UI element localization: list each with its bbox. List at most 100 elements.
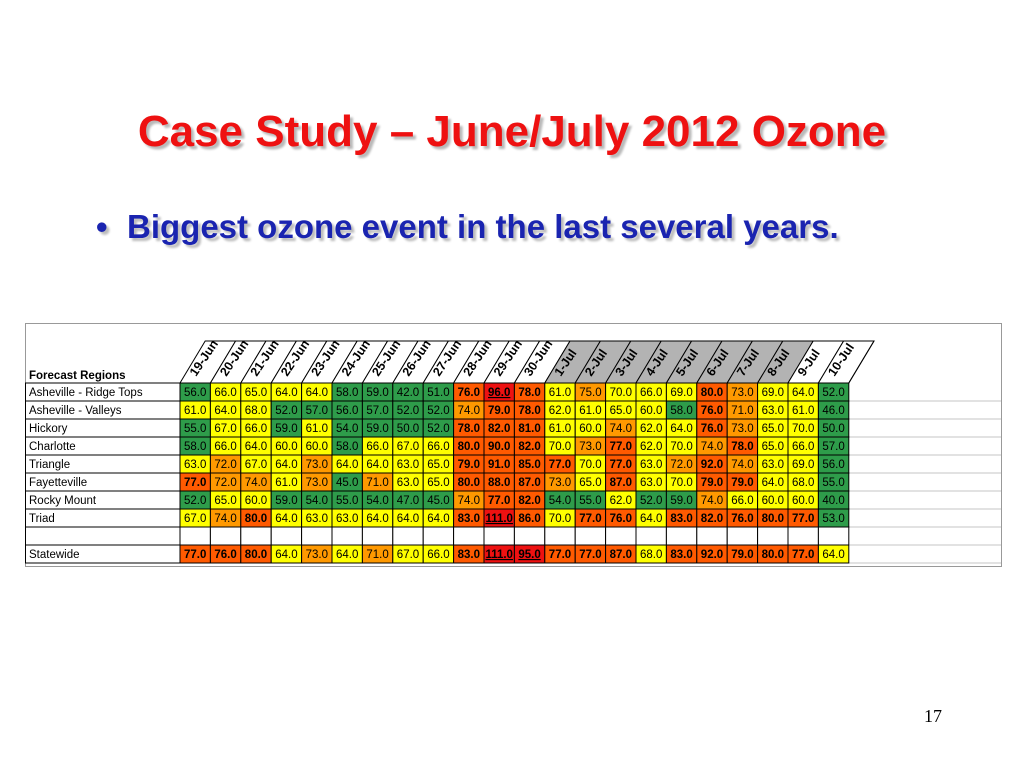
value-label: 45.0 [336, 477, 358, 489]
value-label: 77.0 [579, 549, 601, 561]
value-label: 63.0 [306, 513, 328, 525]
value-label: 64.0 [366, 459, 388, 471]
value-label: 77.0 [184, 477, 206, 489]
region-name: Fayetteville [29, 477, 87, 489]
value-label: 79.0 [488, 405, 510, 417]
region-name: Hickory [29, 423, 68, 435]
value-label: 59.0 [275, 495, 297, 507]
value-label: 80.0 [762, 513, 784, 525]
value-label: 70.0 [579, 459, 601, 471]
value-label: 54.0 [336, 423, 358, 435]
blank-value-cell [209, 526, 242, 546]
value-label: 67.0 [214, 423, 236, 435]
blank-value-cell [544, 526, 576, 546]
value-label: 67.0 [397, 441, 419, 453]
value-label: 69.0 [670, 387, 692, 399]
blank-value-cell [757, 526, 789, 546]
value-label: 46.0 [822, 405, 844, 417]
value-label: 73.0 [549, 477, 571, 489]
region-name: Statewide [29, 549, 80, 561]
value-label: 62.0 [549, 405, 571, 417]
value-label: 92.0 [701, 459, 723, 471]
value-label: 64.0 [822, 549, 844, 561]
blank-value-cell [513, 526, 546, 546]
value-label: 56.0 [336, 405, 358, 417]
value-label: 69.0 [792, 459, 814, 471]
blank-value-cell [392, 526, 424, 546]
value-label: 63.0 [762, 459, 784, 471]
blank-value-cell [817, 526, 850, 546]
value-label: 70.0 [792, 423, 814, 435]
value-label: 83.0 [670, 549, 692, 561]
value-label: 61.0 [792, 405, 814, 417]
value-label: 65.0 [427, 459, 449, 471]
blank-region-cell [25, 526, 181, 546]
value-label: 78.0 [731, 441, 753, 453]
value-label: 63.0 [640, 477, 662, 489]
value-label: 55.0 [336, 495, 358, 507]
blank-value-cell [301, 526, 333, 546]
value-label: 76.0 [610, 513, 632, 525]
region-name: Asheville - Valleys [29, 405, 122, 417]
value-label: 66.0 [366, 441, 388, 453]
blank-value-cell [453, 526, 485, 546]
value-label: 62.0 [610, 495, 632, 507]
value-label: 66.0 [214, 441, 236, 453]
value-label: 70.0 [610, 387, 632, 399]
value-label: 78.0 [518, 387, 540, 399]
value-label: 61.0 [549, 387, 571, 399]
value-label: 64.0 [670, 423, 692, 435]
value-label: 64.0 [275, 459, 297, 471]
value-label: 77.0 [579, 513, 601, 525]
value-label: 52.0 [427, 423, 449, 435]
value-label: 64.0 [427, 513, 449, 525]
blank-value-cell [331, 526, 363, 546]
value-label: 70.0 [670, 441, 692, 453]
value-label: 77.0 [549, 459, 571, 471]
value-label: 69.0 [762, 387, 784, 399]
value-label: 56.0 [184, 387, 206, 399]
value-label: 73.0 [731, 387, 753, 399]
value-label: 74.0 [214, 513, 236, 525]
slide-title: Case Study – June/July 2012 Ozone [137, 107, 887, 156]
value-label: 63.0 [397, 459, 419, 471]
value-label: 64.0 [640, 513, 662, 525]
value-label: 73.0 [306, 549, 328, 561]
value-label: 77.0 [549, 549, 571, 561]
value-label: 50.0 [397, 423, 419, 435]
value-label: 76.0 [701, 405, 723, 417]
value-label: 74.0 [701, 441, 723, 453]
region-name: Charlotte [29, 441, 76, 453]
value-label: 68.0 [245, 405, 267, 417]
value-label: 64.0 [214, 405, 236, 417]
bullet-text: Biggest ozone event in the last several … [127, 208, 839, 245]
value-label: 80.0 [245, 549, 267, 561]
value-label: 79.0 [731, 549, 753, 561]
value-label: 77.0 [184, 549, 206, 561]
value-label: 96.0 [488, 387, 510, 399]
value-label: 70.0 [549, 441, 571, 453]
value-label: 73.0 [731, 423, 753, 435]
value-label: 83.0 [458, 513, 480, 525]
value-label: 85.0 [518, 459, 540, 471]
value-label: 76.0 [458, 387, 480, 399]
value-label: 66.0 [731, 495, 753, 507]
value-label: 67.0 [397, 549, 419, 561]
value-label: 42.0 [397, 387, 419, 399]
value-label: 88.0 [488, 477, 510, 489]
value-label: 73.0 [306, 477, 328, 489]
region-name: Triad [29, 513, 55, 525]
value-label: 67.0 [245, 459, 267, 471]
value-label: 63.0 [336, 513, 358, 525]
value-label: 81.0 [518, 423, 540, 435]
value-label: 70.0 [670, 477, 692, 489]
value-label: 71.0 [366, 477, 388, 489]
value-label: 52.0 [427, 405, 449, 417]
value-label: 60.0 [275, 441, 297, 453]
blank-value-cell [179, 526, 211, 546]
value-label: 87.0 [610, 549, 632, 561]
blank-value-cell [422, 526, 455, 546]
value-label: 64.0 [275, 549, 297, 561]
value-label: 59.0 [366, 423, 388, 435]
value-label: 87.0 [518, 477, 540, 489]
